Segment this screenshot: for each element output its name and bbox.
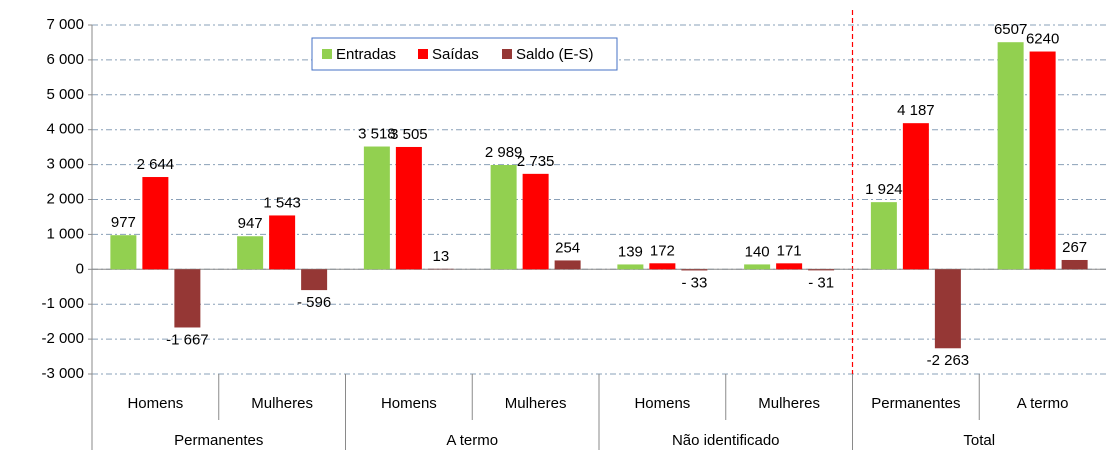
bar: [110, 235, 137, 270]
legend-box: [311, 37, 618, 71]
bar: [269, 215, 296, 270]
data-label: 1 924: [865, 181, 903, 198]
data-label: - 596: [297, 294, 331, 311]
legend-swatch: [322, 49, 332, 59]
data-label: 172: [650, 242, 675, 259]
group-label: Total: [963, 432, 995, 449]
data-label: 6507: [994, 21, 1027, 38]
x-tick-label: Mulheres: [251, 395, 313, 412]
bar: [363, 146, 390, 270]
legend-swatch: [502, 49, 512, 59]
legend-label: Saldo (E-S): [516, 46, 594, 63]
bar: [617, 264, 644, 270]
bar: [142, 177, 169, 270]
data-label: 6240: [1026, 30, 1059, 47]
data-label: - 33: [681, 274, 707, 291]
bar: [902, 123, 929, 270]
bar: [681, 269, 708, 271]
bar: [870, 202, 897, 270]
data-label: 2 644: [137, 156, 175, 173]
data-label: 2 989: [485, 144, 523, 161]
bar: [649, 263, 676, 270]
group-label: Não identificado: [672, 432, 780, 449]
data-label: 13: [433, 248, 450, 265]
legend-label: Saídas: [432, 46, 479, 63]
data-label: 1 543: [263, 194, 301, 211]
y-tick-label: 4 000: [46, 121, 84, 138]
data-label: - 31: [808, 274, 834, 291]
group-label: A termo: [446, 432, 498, 449]
bar: [490, 164, 517, 270]
y-tick-label: 3 000: [46, 156, 84, 173]
bar: [301, 269, 328, 291]
group-label: Permanentes: [174, 432, 263, 449]
bar: [1029, 51, 1056, 270]
bar: [554, 260, 581, 270]
data-label: 139: [618, 243, 643, 260]
y-tick-label: 0: [76, 260, 84, 277]
data-label: 4 187: [897, 102, 935, 119]
y-tick-label: -3 000: [41, 365, 84, 382]
legend: Entradas Saídas Saldo (E-S): [311, 37, 618, 71]
x-tick-label: Homens: [127, 395, 183, 412]
y-tick-label: 6 000: [46, 51, 84, 68]
bar: [776, 263, 803, 270]
x-tick-label: Homens: [381, 395, 437, 412]
data-label: 3 518: [358, 125, 396, 142]
legend-swatch: [418, 49, 428, 59]
data-label: 977: [111, 214, 136, 231]
x-tick-label: Mulheres: [758, 395, 820, 412]
x-tick-label: Permanentes: [871, 395, 960, 412]
data-label: 3 505: [390, 126, 428, 143]
data-label: 254: [555, 239, 580, 256]
data-label: -2 263: [927, 352, 970, 369]
x-tick-label: A termo: [1017, 395, 1069, 412]
bar: [395, 146, 422, 270]
y-tick-label: 2 000: [46, 190, 84, 207]
data-label: 267: [1062, 239, 1087, 256]
bar: [174, 269, 201, 328]
data-label: 2 735: [517, 153, 555, 170]
bar: [522, 173, 549, 270]
bar: [934, 269, 961, 349]
y-tick-label: -2 000: [41, 330, 84, 347]
x-tick-label: Mulheres: [505, 395, 567, 412]
legend-label: Entradas: [336, 46, 396, 63]
y-tick-label: -1 000: [41, 295, 84, 312]
y-tick-label: 1 000: [46, 225, 84, 242]
x-tick-label: Homens: [634, 395, 690, 412]
bar: [997, 42, 1024, 270]
data-label: -1 667: [166, 331, 209, 348]
bar: [744, 264, 771, 270]
bar: [1061, 259, 1088, 270]
data-label: 140: [745, 243, 770, 260]
data-label: 171: [777, 242, 802, 259]
y-tick-label: 7 000: [46, 16, 84, 33]
bar: [237, 236, 264, 270]
y-tick-label: 5 000: [46, 86, 84, 103]
data-label: 947: [238, 215, 263, 232]
bar: [808, 269, 835, 271]
